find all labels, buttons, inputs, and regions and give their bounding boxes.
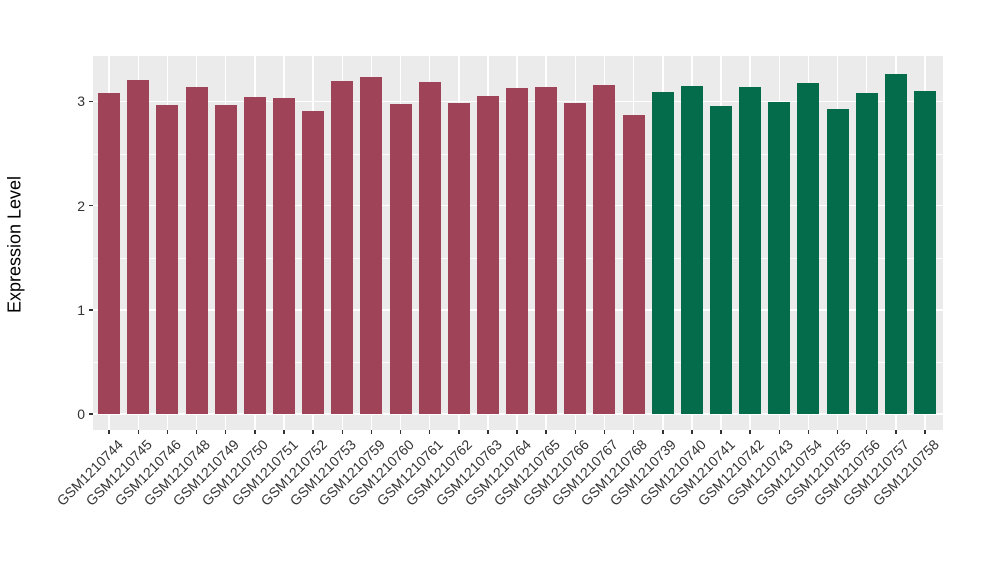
y-axis-tick-label: 0 <box>77 406 85 422</box>
y-axis-tick-label: 3 <box>77 93 85 110</box>
bar-GSM1210758 <box>914 91 936 414</box>
bar-GSM1210762 <box>447 102 470 414</box>
x-axis-tick <box>370 430 373 434</box>
x-axis-tick <box>924 430 926 434</box>
bar-GSM1210744 <box>98 93 121 414</box>
y-axis-tick <box>89 413 93 415</box>
bar-GSM1210760 <box>389 103 412 414</box>
bar-GSM1210766 <box>564 102 587 414</box>
x-axis-tick <box>254 430 256 434</box>
bar-GSM1210741 <box>710 105 733 414</box>
x-axis-tick <box>428 430 431 434</box>
x-axis-tick <box>691 430 693 434</box>
x-axis-tick <box>487 430 489 434</box>
x-axis-tick <box>574 430 577 434</box>
x-axis-tick <box>895 430 897 434</box>
x-axis-tick <box>108 430 110 434</box>
x-axis-tick <box>341 430 343 434</box>
bar-GSM1210759 <box>360 76 383 414</box>
x-axis-tick <box>399 430 402 434</box>
x-axis-tick <box>836 430 839 434</box>
y-axis-tick-label: 2 <box>77 197 85 214</box>
x-axis-tick <box>865 430 868 434</box>
x-axis-tick <box>458 430 460 434</box>
bar-GSM1210750 <box>243 97 266 414</box>
bar-GSM1210768 <box>622 115 645 414</box>
x-axis-tick <box>195 430 198 434</box>
bar-GSM1210749 <box>214 104 237 414</box>
bar-GSM1210743 <box>768 101 791 414</box>
y-axis-tick-label: 1 <box>77 301 85 318</box>
x-axis-tick <box>807 430 810 434</box>
bar-GSM1210740 <box>680 85 703 414</box>
bar-GSM1210763 <box>476 96 499 414</box>
y-axis-tick <box>89 309 93 311</box>
x-axis-tick <box>662 430 664 434</box>
x-axis-tick <box>545 430 547 434</box>
plot-panel <box>93 56 943 430</box>
bar-GSM1210754 <box>797 82 820 414</box>
bar-GSM1210767 <box>593 84 616 414</box>
bar-GSM1210752 <box>302 110 325 414</box>
x-axis-tick <box>603 430 606 434</box>
x-axis-tick <box>166 430 169 434</box>
x-axis-tick <box>516 430 518 434</box>
bar-GSM1210751 <box>272 98 295 414</box>
bar-GSM1210739 <box>651 92 674 414</box>
x-axis-tick <box>224 430 227 434</box>
y-axis-title: Expression Level <box>4 175 25 314</box>
x-axis-tick <box>283 430 285 434</box>
bar-GSM1210755 <box>826 108 849 414</box>
bar-GSM1210756 <box>855 93 878 414</box>
x-axis-tick <box>749 430 751 434</box>
x-axis-tick <box>720 430 722 434</box>
bar-GSM1210765 <box>535 86 558 414</box>
x-axis-tick <box>632 430 635 434</box>
x-axis-tick <box>778 430 781 434</box>
y-axis-tick <box>89 204 93 207</box>
y-axis-tick <box>89 100 93 103</box>
bar-GSM1210746 <box>156 104 179 414</box>
x-axis-tick <box>137 430 140 434</box>
bar-GSM1210753 <box>331 80 354 414</box>
bar-GSM1210764 <box>506 87 529 414</box>
x-axis-tick <box>312 430 314 434</box>
bar-GSM1210757 <box>884 74 907 414</box>
bar-GSM1210742 <box>739 86 762 414</box>
bar-GSM1210761 <box>418 81 441 414</box>
bar-GSM1210748 <box>185 86 208 414</box>
bar-GSM1210745 <box>127 79 150 414</box>
